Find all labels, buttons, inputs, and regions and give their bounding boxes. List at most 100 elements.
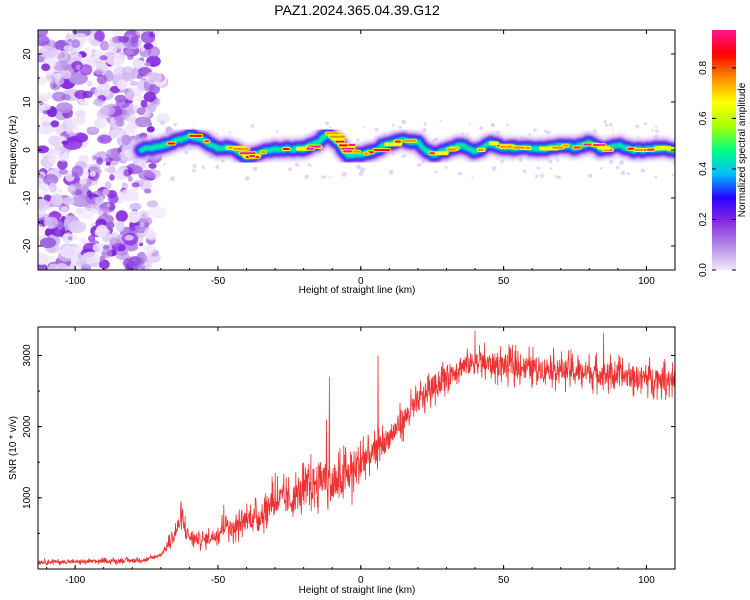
noise-speckle: [422, 128, 427, 133]
noise-speckle: [362, 125, 365, 128]
y-tick-label: -10: [22, 190, 33, 205]
noise-speckle: [163, 162, 166, 166]
noise-blob: [140, 47, 145, 52]
y-tick-label: 10: [22, 96, 33, 108]
noise-blob: [43, 174, 59, 186]
noise-blob: [46, 78, 52, 83]
noise-speckle: [533, 128, 537, 132]
noise-speckle: [250, 123, 255, 128]
y-tick-label: 1000: [22, 486, 33, 509]
noise-blob: [127, 54, 134, 60]
noise-speckle: [615, 165, 620, 170]
noise-blob: [136, 107, 147, 116]
noise-blob: [111, 30, 123, 37]
x-tick-label: -100: [65, 276, 85, 287]
noise-speckle: [439, 120, 442, 123]
noise-blob: [115, 210, 128, 222]
noise-speckle: [608, 122, 613, 127]
noise-speckle: [671, 173, 675, 177]
noise-speckle: [192, 163, 197, 168]
noise-speckle: [546, 130, 551, 135]
noise-blob: [41, 121, 51, 127]
noise-blob: [143, 221, 150, 227]
noise-blob: [156, 113, 171, 124]
noise-speckle: [536, 166, 540, 170]
noise-speckle: [215, 132, 218, 135]
noise-blob: [109, 85, 121, 94]
noise-blob: [131, 182, 140, 188]
noise-speckle: [655, 125, 658, 128]
snr-x-axis: -100 -50 0 50 100: [46, 327, 676, 586]
noise-blob: [60, 93, 71, 101]
noise-blob: [140, 162, 146, 169]
noise-speckle: [635, 124, 640, 129]
noise-blob: [57, 159, 68, 170]
noise-blob: [144, 226, 155, 240]
noise-speckle: [288, 167, 293, 172]
noise-speckle: [611, 129, 614, 132]
noise-speckle: [626, 172, 630, 176]
noise-blob: [115, 250, 129, 260]
x-tick-label: 100: [638, 575, 655, 586]
noise-blob: [77, 207, 95, 220]
noise-blob: [94, 196, 104, 205]
noise-blob: [148, 206, 167, 219]
noise-blob: [148, 102, 157, 113]
noise-blob: [106, 203, 111, 208]
noise-blob: [145, 244, 157, 254]
noise-blob: [99, 40, 109, 51]
noise-blob: [88, 126, 99, 133]
noise-blob: [112, 35, 124, 44]
x-tick-label: 50: [498, 276, 510, 287]
noise-blob: [38, 145, 49, 154]
noise-blob: [79, 64, 93, 76]
noise-blob: [146, 200, 159, 208]
noise-speckle: [609, 159, 614, 165]
noise-blob: [109, 237, 120, 246]
noise-blob: [86, 80, 93, 87]
noise-blob: [38, 30, 48, 38]
colorbar-tick-label: 0.2: [698, 212, 709, 226]
noise-blob: [121, 66, 135, 80]
noise-speckle: [295, 162, 300, 167]
noise-speckle: [201, 165, 206, 170]
noise-blob: [55, 149, 61, 156]
noise-speckle: [360, 167, 365, 173]
y-tick-label: 0: [22, 147, 33, 153]
noise-blob: [115, 220, 125, 232]
noise-speckle: [468, 123, 471, 126]
noise-blob: [108, 194, 119, 204]
noise-blob: [121, 134, 132, 146]
noise-blob: [68, 72, 88, 85]
noise-blob: [67, 264, 78, 270]
noise-speckle: [479, 126, 484, 131]
noise-speckle: [644, 122, 648, 126]
noise-speckle: [323, 175, 327, 178]
noise-speckle: [170, 176, 175, 182]
noise-blob: [138, 169, 155, 181]
noise-blob: [129, 202, 142, 211]
noise-speckle: [555, 175, 559, 179]
noise-blob: [71, 194, 91, 208]
snr-y-axis: 1000 2000 3000: [22, 344, 675, 534]
noise-blob: [128, 210, 140, 223]
noise-speckle: [220, 159, 225, 163]
noise-blob: [123, 169, 132, 177]
noise-blob: [88, 234, 96, 243]
noise-blob: [38, 198, 51, 212]
noise-blob: [99, 55, 108, 61]
noise-blob: [129, 80, 138, 86]
noise-speckle: [651, 129, 654, 132]
noise-blob: [91, 48, 96, 54]
noise-blob: [60, 206, 69, 214]
x-tick-label: 0: [358, 575, 364, 586]
noise-speckle: [307, 162, 311, 166]
noise-blob: [132, 60, 145, 69]
noise-speckle: [556, 158, 560, 162]
noise-blob: [38, 263, 48, 270]
noise-blob: [85, 263, 92, 270]
noise-speckle: [534, 174, 539, 178]
noise-speckle: [434, 170, 438, 174]
noise-blob: [79, 255, 87, 263]
